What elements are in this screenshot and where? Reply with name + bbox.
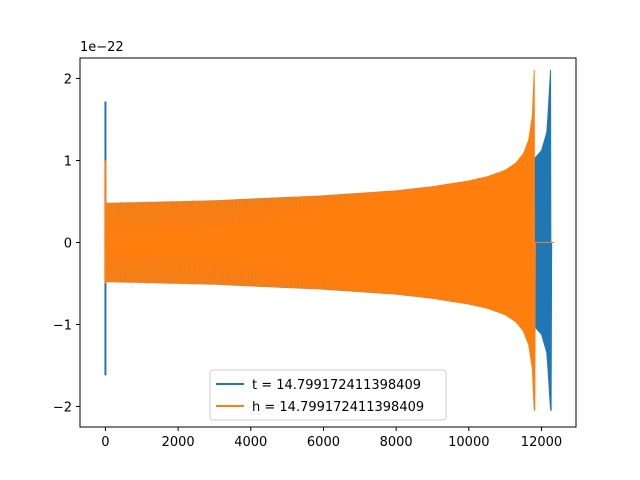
legend: t = 14.799172411398409 h = 14.7991724113…	[209, 369, 447, 421]
y-tick-label: −1	[53, 319, 72, 334]
x-tick-label: 12000	[521, 435, 562, 450]
legend-label-h: h = 14.799172411398409	[252, 400, 424, 415]
y-tick-label: −2	[53, 401, 72, 416]
y-offset-text: 1e−22	[80, 40, 124, 55]
x-axis: 0 2000 4000 6000 8000 10000 12000	[101, 427, 562, 450]
series-layer	[104, 69, 554, 412]
y-tick-label: 0	[64, 237, 72, 252]
y-tick-label: 2	[64, 73, 72, 88]
x-tick-label: 4000	[234, 435, 267, 450]
x-tick-label: 2000	[162, 435, 195, 450]
x-tick-label: 6000	[307, 435, 340, 450]
legend-box	[209, 369, 447, 421]
legend-label-t: t = 14.799172411398409	[252, 378, 421, 393]
x-tick-label: 8000	[380, 435, 413, 450]
x-tick-label: 0	[101, 435, 109, 450]
y-tick-label: 1	[64, 155, 72, 170]
y-axis: −2 −1 0 1 2	[53, 73, 80, 416]
series-1	[104, 69, 554, 412]
x-tick-label: 10000	[448, 435, 489, 450]
series-line	[104, 69, 554, 412]
